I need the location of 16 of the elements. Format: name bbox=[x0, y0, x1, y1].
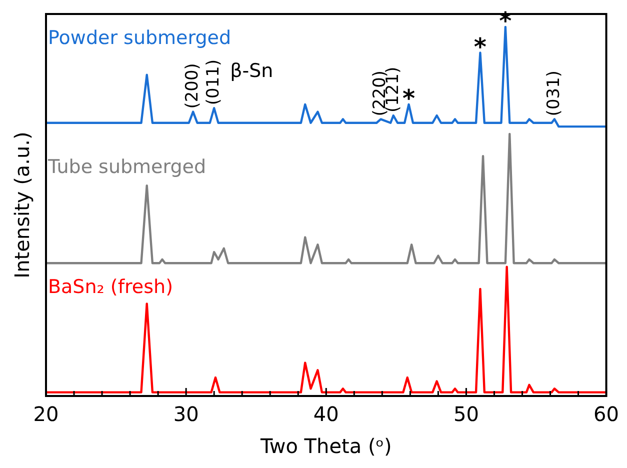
x-tick-label: 50 bbox=[453, 402, 479, 426]
x-tick-label: 30 bbox=[173, 402, 199, 426]
series-label: Powder submerged bbox=[48, 26, 232, 49]
x-tick-label: 60 bbox=[594, 402, 619, 426]
annotation: β-Sn bbox=[230, 60, 274, 82]
annotation: * bbox=[402, 84, 416, 113]
y-axis-title: Intensity (a.u.) bbox=[10, 132, 34, 278]
annotation: (011) bbox=[204, 59, 224, 106]
annotation: (031) bbox=[544, 70, 564, 116]
x-axis-title: Two Theta (ᵒ) bbox=[259, 434, 392, 458]
series-label: BaSn₂ (fresh) bbox=[48, 276, 173, 298]
series-label: Tube submerged bbox=[47, 156, 206, 178]
annotation: * bbox=[474, 32, 487, 61]
annotation: (200) bbox=[182, 63, 202, 109]
x-tick-label: 40 bbox=[313, 402, 339, 426]
x-tick-label: 20 bbox=[33, 402, 59, 426]
